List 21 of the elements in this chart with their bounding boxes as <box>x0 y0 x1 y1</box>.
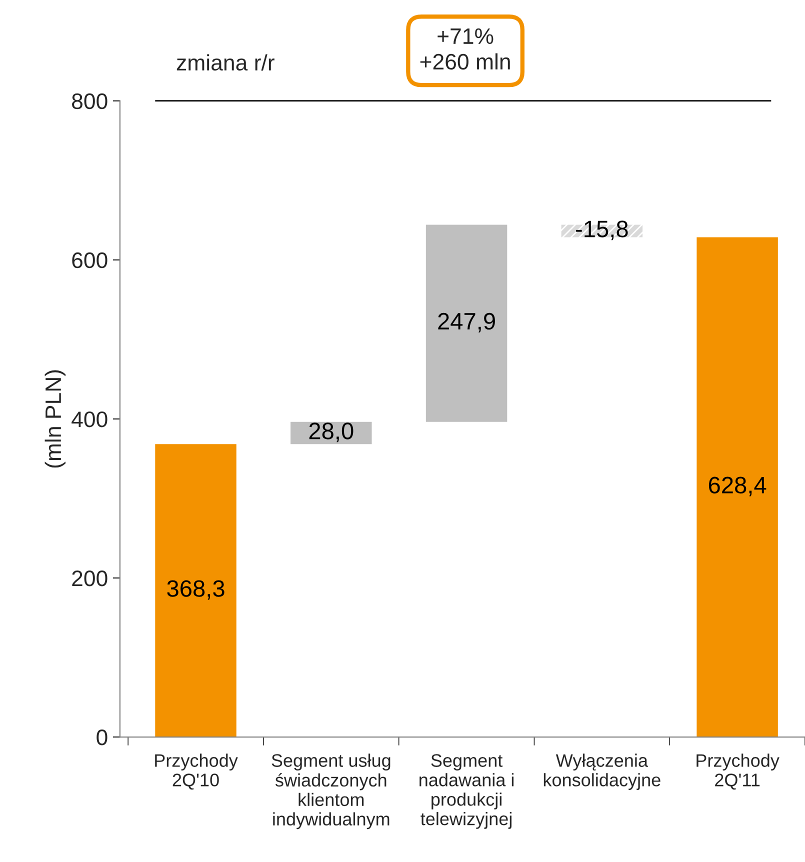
y-tick-label: 600 <box>72 252 108 268</box>
x-tick-label: Przychody 2Q'10 <box>155 754 238 790</box>
bar <box>696 237 778 738</box>
y-tick-label: 400 <box>72 411 108 428</box>
y-tick-label: 800 <box>72 93 108 110</box>
x-tick-label: Segment usług świadczonych klientom indywidualnym <box>272 754 390 830</box>
y-tick-label: 0 <box>96 730 108 746</box>
data-label: 28,0 <box>309 422 354 442</box>
data-label: 628,4 <box>708 476 766 496</box>
bar <box>155 444 236 738</box>
y-axis-title: (mln PLN) <box>44 370 66 468</box>
data-label: -15,8 <box>576 220 628 240</box>
text: +71% +260 mln <box>420 28 510 70</box>
text: zmiana r/r <box>176 54 274 71</box>
x-tick-label: Segment nadawania i produkcji telewizyjnej <box>420 754 514 829</box>
data-label: 247,9 <box>438 312 495 332</box>
x-tick-label: Wyłączenia konsolidacyjne <box>544 754 660 790</box>
y-tick-label: 200 <box>72 570 108 586</box>
x-tick-label: Przychody 2Q'11 <box>696 754 780 790</box>
data-label: 368,3 <box>167 580 224 600</box>
bar <box>426 224 508 422</box>
